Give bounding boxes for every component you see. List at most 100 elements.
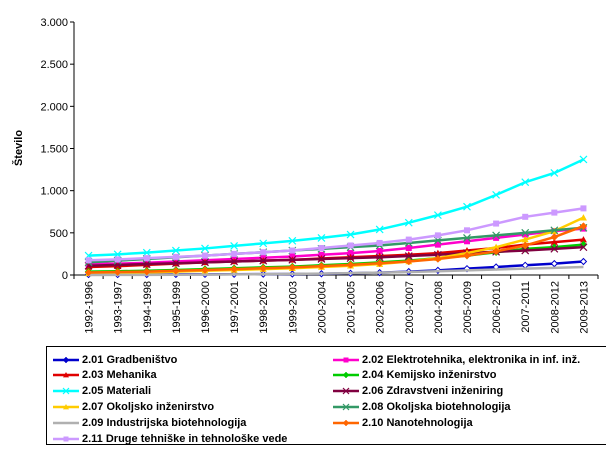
data-point bbox=[463, 202, 471, 211]
legend-item: 2.03 Mehanika bbox=[53, 367, 157, 383]
data-point bbox=[317, 262, 326, 270]
legend-swatch bbox=[333, 419, 359, 427]
data-point bbox=[579, 243, 588, 252]
data-point bbox=[464, 227, 470, 234]
legend-item: 2.07 Okoljsko inženirstvo bbox=[53, 399, 214, 415]
data-point bbox=[201, 244, 209, 253]
data-point bbox=[579, 257, 588, 266]
x-tick-label: 1994-1998 bbox=[142, 281, 154, 334]
data-point bbox=[521, 228, 530, 237]
data-point bbox=[404, 257, 413, 266]
legend-item: 2.05 Materiali bbox=[53, 383, 151, 399]
x-tick-label: 2008-2012 bbox=[549, 281, 561, 334]
data-point bbox=[405, 245, 412, 252]
data-point bbox=[84, 268, 93, 277]
data-point bbox=[201, 266, 209, 274]
data-point bbox=[405, 236, 412, 243]
series-line bbox=[88, 207, 584, 262]
data-point bbox=[231, 250, 238, 257]
series-line bbox=[88, 158, 584, 257]
data-point bbox=[63, 436, 69, 442]
legend-label: 2.06 Zdravstveni inženiring bbox=[362, 385, 504, 397]
y-tick-label: 1.000 bbox=[40, 186, 68, 198]
legend-item: 2.06 Zdravstveni inženiring bbox=[333, 383, 503, 399]
data-point bbox=[579, 155, 588, 164]
legend-label: 2.07 Okoljsko inženirstvo bbox=[82, 401, 215, 413]
legend-label: 2.11 Druge tehniške in tehnološke vede bbox=[82, 433, 288, 445]
legend-item: 2.02 Elektrotehnika, elektronika in inf.… bbox=[333, 352, 580, 368]
legend-label: 2.02 Elektrotehnika, elektronika in inf.… bbox=[362, 354, 581, 366]
legend-label: 2.03 Mehanika bbox=[82, 369, 157, 381]
series-line bbox=[88, 227, 584, 266]
data-point bbox=[347, 250, 354, 257]
data-point bbox=[551, 209, 558, 216]
data-point bbox=[288, 263, 297, 272]
x-tick-label: 1997-2001 bbox=[229, 281, 241, 334]
data-point bbox=[492, 243, 500, 250]
x-tick-label: 2003-2007 bbox=[404, 281, 416, 334]
data-point bbox=[493, 220, 500, 227]
data-point bbox=[230, 241, 239, 250]
data-point bbox=[521, 246, 530, 255]
data-point bbox=[318, 245, 325, 252]
data-point bbox=[259, 264, 268, 273]
legend-label: 2.10 Nanotehnologija bbox=[362, 417, 473, 429]
data-point bbox=[171, 259, 180, 268]
data-point bbox=[434, 241, 441, 248]
data-point bbox=[404, 252, 413, 260]
data-point bbox=[260, 249, 267, 256]
data-point bbox=[580, 205, 587, 212]
legend-swatch bbox=[53, 421, 79, 425]
data-point bbox=[342, 403, 350, 411]
data-point bbox=[318, 251, 325, 258]
x-tick-label: 1992-1996 bbox=[84, 281, 96, 334]
data-point bbox=[492, 190, 501, 199]
legend-swatch bbox=[53, 404, 79, 410]
legend-item: 2.04 Kemijsko inženirstvo bbox=[333, 367, 497, 383]
series bbox=[84, 155, 588, 260]
data-point bbox=[143, 255, 150, 262]
y-tick-label: 1.500 bbox=[40, 144, 68, 156]
data-point bbox=[493, 234, 500, 241]
data-point bbox=[85, 257, 92, 264]
data-point bbox=[521, 236, 529, 243]
series bbox=[84, 222, 588, 277]
x-tick-label: 1993-1997 bbox=[113, 281, 125, 334]
data-point bbox=[550, 169, 559, 177]
data-point bbox=[464, 238, 470, 245]
data-point bbox=[63, 404, 69, 410]
legend-item: 2.11 Druge tehniške in tehnološke vede bbox=[53, 431, 287, 447]
data-point bbox=[62, 356, 70, 364]
data-point bbox=[142, 248, 151, 257]
data-point bbox=[346, 254, 355, 263]
y-axis-title: Število bbox=[12, 130, 25, 166]
legend-swatch bbox=[53, 436, 79, 442]
data-point bbox=[521, 178, 530, 187]
legend: 2.01 Gradbeništvo 2.02 Elektrotehnika, el… bbox=[46, 346, 606, 445]
y-tick-label: 2.000 bbox=[40, 101, 68, 113]
data-point bbox=[342, 419, 350, 427]
data-point bbox=[343, 357, 349, 363]
data-point bbox=[201, 258, 209, 267]
data-point bbox=[63, 372, 69, 378]
data-point bbox=[259, 256, 268, 265]
legend-label: 2.05 Materiali bbox=[82, 385, 152, 397]
data-point bbox=[230, 257, 239, 266]
legend-item: 2.08 Okoljska biotehnologija bbox=[333, 399, 511, 415]
data-point bbox=[62, 387, 70, 395]
legend-item: 2.01 Gradbeništvo bbox=[53, 352, 177, 368]
data-point bbox=[404, 218, 413, 227]
series-lines bbox=[84, 155, 588, 279]
data-point bbox=[463, 233, 471, 242]
legend-swatch bbox=[333, 403, 359, 411]
x-tick-label: 2001-2005 bbox=[346, 281, 358, 334]
y-tick-label: 500 bbox=[50, 228, 68, 240]
data-point bbox=[375, 225, 384, 234]
data-point bbox=[434, 255, 442, 263]
data-point bbox=[346, 230, 355, 239]
x-tick-label: 2006-2010 bbox=[491, 281, 503, 334]
legend-label: 2.04 Kemijsko inženirstvo bbox=[362, 369, 497, 381]
legend-swatch bbox=[333, 357, 359, 363]
data-point bbox=[434, 232, 441, 239]
data-point bbox=[142, 267, 151, 276]
